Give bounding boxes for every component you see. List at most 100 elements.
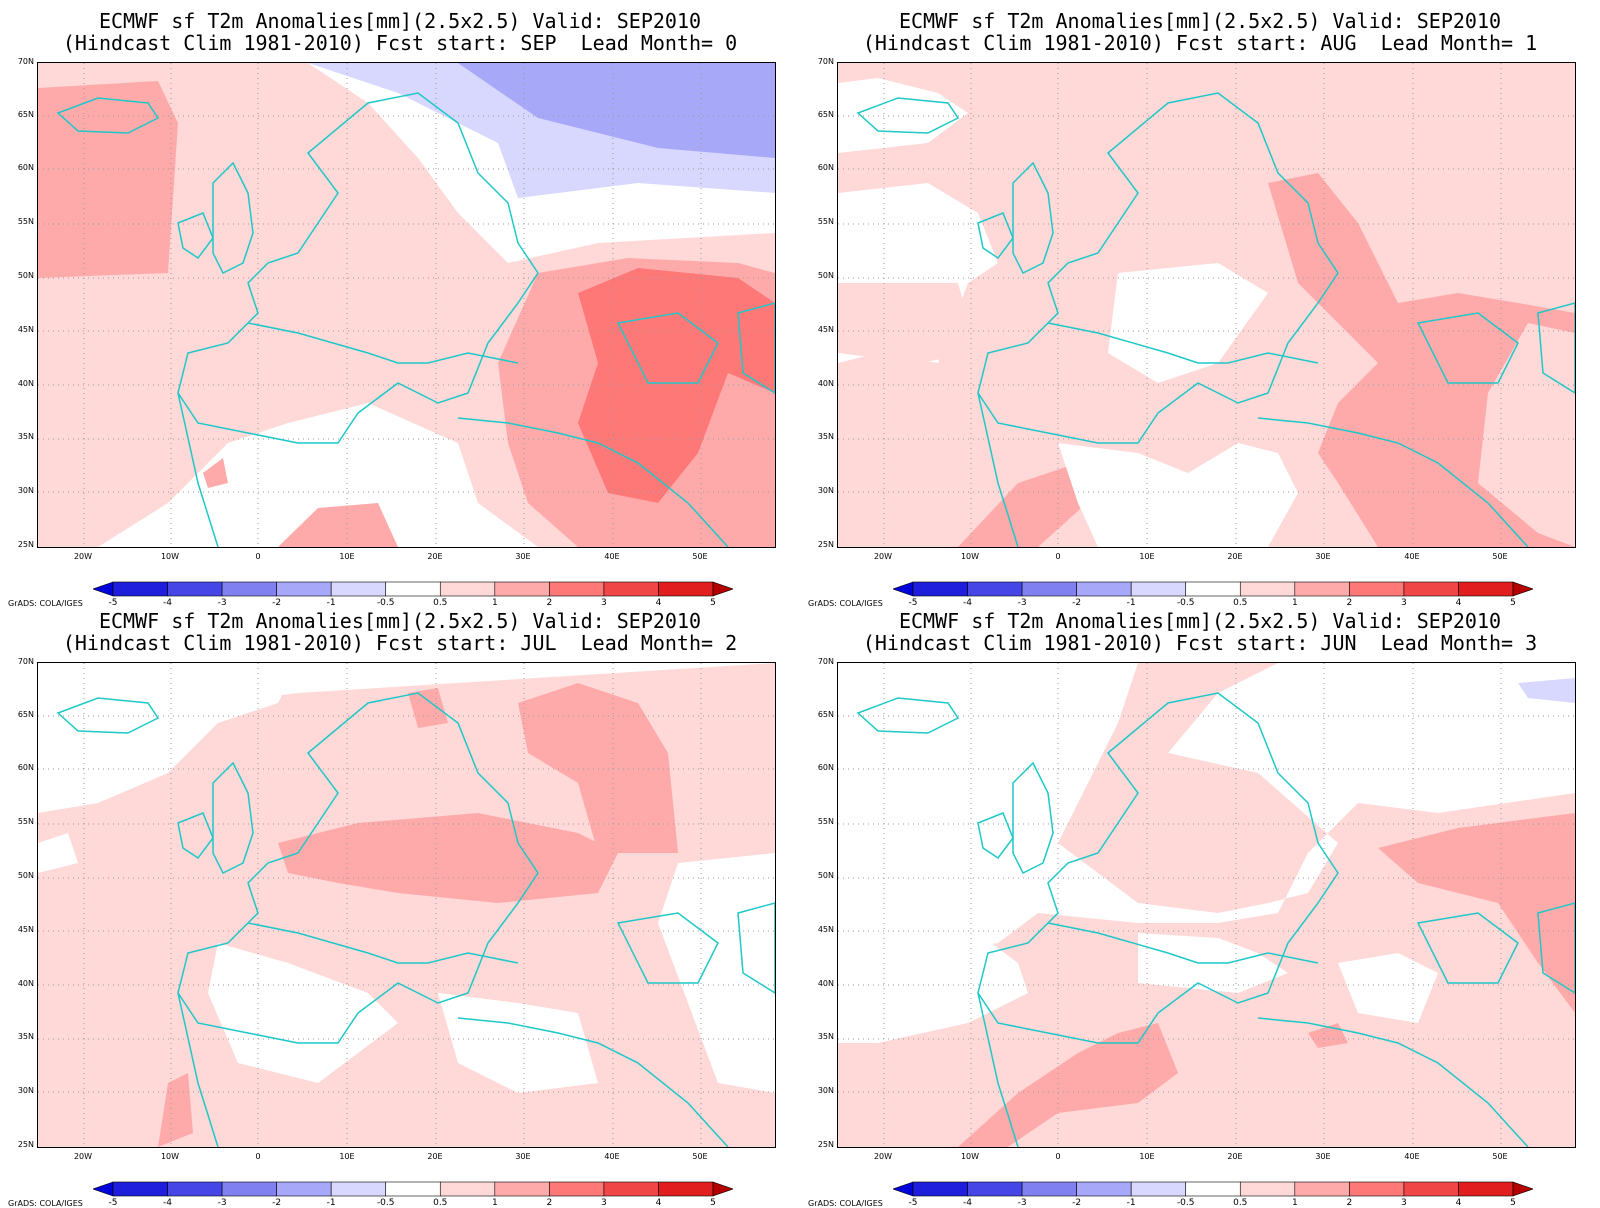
colorbar-swatch (549, 581, 605, 597)
colorbar-swatch (1512, 1181, 1533, 1197)
colorbar-swatch (1130, 581, 1187, 597)
panel-title: ECMWF sf T2m Anomalies[mm](2.5x2.5) Vali… (898, 9, 1502, 33)
lon-label: 20W (873, 552, 893, 561)
colorbar-swatch (494, 1181, 550, 1197)
lat-label: 25N (817, 540, 834, 549)
lat-label: 40N (817, 979, 834, 988)
colorbar-swatch (1021, 581, 1077, 597)
lon-label: 10W (160, 1152, 180, 1161)
colorbar-swatch (1294, 1181, 1350, 1197)
colorbar-swatch (712, 581, 733, 597)
colorbar-label: -0.5 (376, 598, 395, 608)
lat-label: 55N (817, 817, 834, 826)
colorbar-swatch (167, 1181, 223, 1197)
colorbar-label: 3 (601, 598, 607, 608)
colorbar-swatch (1403, 581, 1459, 597)
colorbar-swatch (385, 1181, 441, 1197)
colorbar-swatch (112, 581, 168, 597)
colorbar-swatch (93, 581, 114, 597)
anomaly-map (837, 662, 1576, 1148)
lat-label: 70N (817, 657, 834, 666)
grid-lines (38, 63, 775, 547)
lat-label: 30N (817, 1086, 834, 1095)
colorbar-swatch (1185, 1181, 1241, 1197)
coastlines (56, 692, 775, 1147)
lat-label: 60N (17, 163, 34, 172)
colorbar-swatch (1458, 1181, 1514, 1197)
lon-label: 40E (1404, 552, 1420, 561)
colorbar-label: 4 (655, 598, 662, 608)
colorbar-label: 2 (1346, 598, 1353, 608)
anomaly-map (37, 662, 776, 1148)
lat-label: 65N (17, 110, 34, 119)
colorbar-swatch (1130, 1181, 1187, 1197)
lon-label: 20W (873, 1152, 893, 1161)
colorbar-swatch (439, 1181, 496, 1197)
lat-label: 60N (817, 163, 834, 172)
anomaly-fill (38, 63, 775, 547)
colorbar-swatch (276, 581, 332, 597)
colorbar-swatch (330, 1181, 387, 1197)
colorbar-label: -4 (163, 598, 173, 608)
lat-label: 35N (17, 1032, 34, 1041)
panel-subtitle: (Hindcast Clim 1981-2010) Fcst start: JU… (62, 631, 738, 655)
colorbar-label: 1 (491, 598, 498, 608)
colorbar-swatch (603, 1181, 659, 1197)
coastlines (56, 92, 775, 547)
lon-label: 40E (604, 1152, 620, 1161)
lon-label: 40E (1404, 1152, 1420, 1161)
colorbar-swatch (494, 581, 550, 597)
colorbar-swatch (1294, 581, 1350, 597)
colorbar-swatch (276, 1181, 332, 1197)
grads-credit: GrADS: COLA/IGES (8, 599, 83, 608)
colorbar (893, 581, 1533, 597)
lat-label: 65N (17, 710, 34, 719)
colorbar-swatch (967, 581, 1023, 597)
lat-label: 25N (17, 540, 34, 549)
panel-lead-2: ECMWF sf T2m Anomalies[mm](2.5x2.5) Vali… (0, 600, 800, 1208)
lon-label: 50E (692, 552, 708, 561)
colorbar-swatch (385, 581, 441, 597)
anomaly-map (37, 62, 776, 548)
colorbar (93, 1181, 733, 1197)
lat-label: 50N (17, 271, 34, 280)
colorbar-swatch (167, 581, 223, 597)
lon-label: 20E (427, 552, 443, 561)
colorbar-swatch (1349, 581, 1405, 597)
lon-label: 30E (515, 1152, 531, 1161)
colorbar-swatch (1076, 1181, 1132, 1197)
lon-label: 0 (255, 1152, 261, 1161)
colorbar-label: -5 (908, 598, 918, 608)
lat-label: 70N (17, 657, 34, 666)
lat-label: 70N (17, 57, 34, 66)
colorbar-label: -5 (108, 598, 118, 608)
colorbar-label: -1 (326, 598, 336, 608)
colorbar-swatch (1239, 1181, 1296, 1197)
colorbar-label: -2 (272, 598, 282, 608)
coastlines (856, 92, 1575, 547)
lat-label: 30N (817, 486, 834, 495)
lat-label: 65N (817, 710, 834, 719)
colorbar-swatch (712, 1181, 733, 1197)
anomaly-fill (838, 663, 1575, 1147)
colorbar-swatch (112, 1181, 168, 1197)
lon-label: 10W (960, 1152, 980, 1161)
anomaly-fill (838, 63, 1575, 547)
colorbar-swatch (893, 1181, 914, 1197)
lat-label: 40N (817, 379, 834, 388)
colorbar-label: -2 (1072, 598, 1082, 608)
colorbar-swatch (1021, 1181, 1077, 1197)
colorbar-swatch (912, 1181, 968, 1197)
colorbar-label: 5 (1510, 598, 1516, 608)
grid-lines (838, 663, 1575, 1147)
colorbar-swatch (893, 581, 914, 597)
colorbar-label: 3 (1401, 598, 1407, 608)
lat-label: 60N (817, 763, 834, 772)
lon-label: 10W (160, 552, 180, 561)
lat-label: 25N (17, 1140, 34, 1149)
lon-label: 50E (1492, 552, 1508, 561)
colorbar-label: -3 (1017, 598, 1027, 608)
lat-label: 40N (17, 379, 34, 388)
grads-credit: GrADS: COLA/IGES (808, 1199, 883, 1208)
lon-label: 10E (339, 552, 355, 561)
